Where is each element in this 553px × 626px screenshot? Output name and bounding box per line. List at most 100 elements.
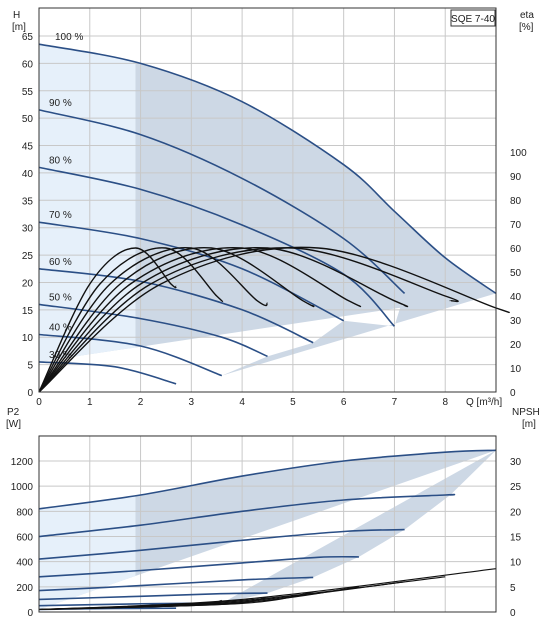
p2-axis-label: P2 bbox=[7, 407, 20, 418]
power-curve-1 bbox=[38, 449, 497, 510]
power-curve-5 bbox=[38, 576, 314, 592]
speed-label-6: 50 % bbox=[49, 292, 72, 303]
p2-tick-label: 1000 bbox=[11, 482, 34, 493]
power-curve-3 bbox=[38, 528, 405, 560]
y2-tick-label: 50 bbox=[510, 268, 522, 279]
x-tick-label: 8 bbox=[442, 397, 448, 408]
npsh-tick-label: 25 bbox=[510, 482, 522, 493]
x-tick-label: 6 bbox=[341, 397, 347, 408]
y-axis-unit: [m] bbox=[12, 22, 26, 33]
y-tick-label: 25 bbox=[22, 251, 34, 262]
efficiency-curve-6 bbox=[38, 246, 409, 393]
speed-label-1: 100 % bbox=[55, 32, 83, 43]
operating-area-dark bbox=[39, 44, 496, 376]
npsh-axis-unit: [m] bbox=[522, 419, 536, 430]
y-tick-label: 35 bbox=[22, 196, 34, 207]
y2-tick-label: 10 bbox=[510, 364, 522, 375]
y-tick-label: 50 bbox=[22, 114, 34, 125]
y2-tick-label: 30 bbox=[510, 316, 522, 327]
npsh-tick-label: 20 bbox=[510, 507, 522, 518]
npsh-tick-label: 15 bbox=[510, 533, 522, 544]
p2-tick-label: 0 bbox=[27, 608, 33, 619]
head-curve-6 bbox=[38, 303, 268, 358]
npsh-tick-label: 0 bbox=[510, 608, 516, 619]
head-curve-3 bbox=[38, 166, 395, 327]
bottom-operating-area bbox=[39, 450, 496, 610]
y-tick-label: 55 bbox=[22, 87, 34, 98]
x-tick-label: 3 bbox=[189, 397, 195, 408]
y-tick-label: 45 bbox=[22, 142, 34, 153]
y-tick-label: 40 bbox=[22, 169, 34, 180]
y-tick-label: 15 bbox=[22, 306, 34, 317]
p2-tick-label: 600 bbox=[16, 533, 33, 544]
head-curve-4 bbox=[38, 221, 345, 322]
top-plot: 100 %90 %80 %70 %60 %50 %40 %30 % 051015… bbox=[12, 7, 534, 408]
p2-tick-label: 800 bbox=[16, 507, 33, 518]
power-curve-4 bbox=[38, 555, 359, 578]
y2-tick-label: 80 bbox=[510, 196, 522, 207]
p2-tick-label: 400 bbox=[16, 558, 33, 569]
efficiency-curve-5 bbox=[38, 246, 362, 393]
p2-tick-label: 1200 bbox=[11, 457, 34, 468]
y-tick-label: 65 bbox=[22, 32, 34, 43]
npsh-curve-8 bbox=[38, 603, 177, 611]
power-area-dark bbox=[39, 450, 496, 610]
y2-tick-label: 60 bbox=[510, 244, 522, 255]
x-tick-label: 4 bbox=[239, 397, 245, 408]
speed-label-4: 70 % bbox=[49, 210, 72, 221]
npsh-tick-label: 5 bbox=[510, 583, 516, 594]
y-tick-label: 30 bbox=[22, 224, 34, 235]
model-box bbox=[450, 9, 496, 27]
efficiency-curve-4 bbox=[38, 246, 315, 393]
npsh-tick-label: 10 bbox=[510, 558, 522, 569]
y-tick-label: 5 bbox=[27, 361, 33, 372]
p2-axis-unit: [W] bbox=[6, 419, 21, 430]
top-ticks: 0510152025303540455055606501020304050607… bbox=[22, 32, 527, 408]
y2-tick-label: 90 bbox=[510, 172, 522, 183]
p2-tick-label: 200 bbox=[16, 583, 33, 594]
bottom-plot-frame bbox=[38, 435, 497, 613]
efficiency-curve-3 bbox=[38, 246, 268, 393]
y2-tick-label: 0 bbox=[510, 388, 516, 399]
power-curve-6 bbox=[38, 592, 268, 601]
npsh-axis-label: NPSH bbox=[512, 407, 540, 418]
head-curve-7 bbox=[38, 333, 223, 377]
power-curve-2 bbox=[38, 493, 456, 538]
head-curve-1 bbox=[38, 43, 497, 295]
power-curves bbox=[38, 449, 497, 611]
top-plot-frame bbox=[38, 7, 497, 393]
x-tick-label: 0 bbox=[36, 397, 42, 408]
y-axis-label: H bbox=[13, 10, 20, 21]
y-tick-label: 60 bbox=[22, 59, 34, 70]
operating-area-light bbox=[39, 44, 136, 376]
efficiency-curve-2 bbox=[38, 247, 224, 393]
top-operating-area bbox=[39, 44, 496, 376]
npsh-curves bbox=[38, 568, 497, 611]
model-label: SQE 7-40 bbox=[451, 14, 495, 25]
x-tick-label: 5 bbox=[290, 397, 296, 408]
power-area-light bbox=[39, 450, 136, 610]
x-axis-label: Q [m³/h] bbox=[466, 397, 502, 408]
x-tick-label: 2 bbox=[138, 397, 144, 408]
y2-axis-label: eta bbox=[520, 10, 534, 21]
speed-label-2: 90 % bbox=[49, 98, 72, 109]
speed-label-7: 40 % bbox=[49, 322, 72, 333]
efficiency-curve-1 bbox=[38, 247, 177, 393]
y2-tick-label: 70 bbox=[510, 220, 522, 231]
y-tick-label: 0 bbox=[27, 388, 33, 399]
y-tick-label: 10 bbox=[22, 333, 34, 344]
y-tick-label: 20 bbox=[22, 278, 34, 289]
y2-axis-unit: [%] bbox=[519, 22, 534, 33]
speed-label-5: 60 % bbox=[49, 257, 72, 268]
x-tick-label: 1 bbox=[87, 397, 93, 408]
y2-tick-label: 20 bbox=[510, 340, 522, 351]
y2-tick-label: 40 bbox=[510, 292, 522, 303]
y2-tick-label: 100 bbox=[510, 148, 527, 159]
bottom-plot: 0 200 400 600 800 1000 1200 0 5 10 15 20 25 30 P2 [W]… bbox=[6, 407, 540, 619]
npsh-tick-label: 30 bbox=[510, 457, 522, 468]
bottom-ticks: 0 200 400 600 800 1000 1200 0 5 10 15 20 25 30 bbox=[11, 457, 522, 619]
x-tick-label: 7 bbox=[392, 397, 398, 408]
speed-label-3: 80 % bbox=[49, 155, 72, 166]
head-curve-5 bbox=[38, 268, 314, 344]
